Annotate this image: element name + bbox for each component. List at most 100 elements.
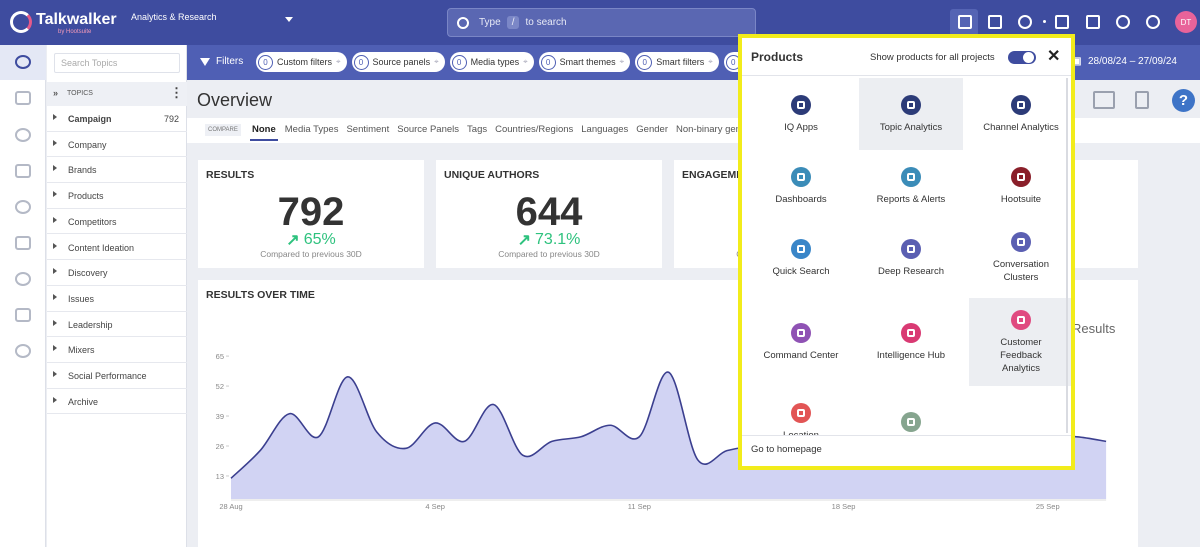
product-tile[interactable]: Dashboards bbox=[749, 150, 853, 222]
product-icon bbox=[901, 412, 921, 432]
expand-caret bbox=[53, 268, 57, 275]
products-title: Products bbox=[751, 50, 804, 64]
date-range[interactable]: 28/08/24 – 27/09/24 bbox=[1088, 56, 1177, 67]
topic-row[interactable]: Campaign 792 bbox=[47, 106, 187, 132]
product-tile[interactable]: Location bbox=[749, 386, 853, 435]
topic-row[interactable]: Discovery bbox=[47, 260, 187, 286]
dropdown-caret[interactable] bbox=[285, 17, 293, 22]
icon-glyph bbox=[797, 328, 805, 337]
product-icon bbox=[1011, 94, 1031, 115]
x-tick-label: 4 Sep bbox=[425, 502, 445, 511]
rail-icon[interactable] bbox=[15, 272, 31, 286]
topic-row[interactable]: Company bbox=[47, 132, 187, 158]
nav-icon[interactable] bbox=[1086, 15, 1100, 29]
rail-icon[interactable] bbox=[15, 344, 31, 358]
x-tick-label: 25 Sep bbox=[1036, 502, 1060, 511]
tab[interactable]: None bbox=[250, 124, 278, 141]
kpi-title: UNIQUE AUTHORS bbox=[444, 169, 540, 181]
search-box[interactable]: Type / to search bbox=[447, 8, 756, 37]
chip-label: Media types bbox=[470, 57, 520, 67]
rail-icon[interactable] bbox=[15, 200, 31, 214]
icon-glyph bbox=[907, 418, 915, 426]
topic-name: Content Ideation bbox=[68, 242, 135, 253]
topics-menu[interactable]: ⋮ bbox=[170, 85, 183, 100]
chip-label: Smart themes bbox=[559, 57, 616, 67]
active-nav[interactable] bbox=[950, 9, 978, 36]
brand-sub: by Hootsuite bbox=[58, 29, 92, 35]
filter-icon bbox=[200, 57, 210, 66]
bookmark-icon[interactable] bbox=[1135, 91, 1149, 109]
tab[interactable]: Non-binary gender bbox=[675, 124, 755, 135]
nav-icon[interactable] bbox=[958, 15, 972, 29]
search-icon bbox=[457, 16, 469, 29]
nav-icon[interactable] bbox=[1018, 15, 1032, 29]
product-tile[interactable]: Conversation Clusters bbox=[969, 222, 1071, 294]
topic-name: Issues bbox=[68, 293, 95, 304]
topic-row[interactable]: Mixers bbox=[47, 337, 187, 363]
product-tile[interactable]: Hootsuite bbox=[969, 150, 1071, 222]
icon-glyph bbox=[797, 100, 805, 109]
filters-button[interactable]: Filters bbox=[200, 56, 243, 67]
icon-glyph bbox=[1017, 238, 1025, 246]
topic-row[interactable]: Leadership bbox=[47, 312, 187, 338]
product-tile[interactable]: Quick Search bbox=[749, 222, 853, 294]
tab[interactable]: Gender bbox=[636, 124, 668, 135]
nav-icon[interactable] bbox=[1055, 15, 1069, 29]
topic-row[interactable]: Social Performance bbox=[47, 363, 187, 389]
logo bbox=[10, 11, 32, 33]
rail-icon[interactable] bbox=[15, 55, 31, 69]
product-tile[interactable]: Channel Analytics bbox=[969, 78, 1071, 150]
add-dashboard-icon[interactable] bbox=[1093, 91, 1115, 109]
topic-search[interactable]: Search Topics bbox=[54, 53, 180, 73]
tab[interactable]: Languages bbox=[581, 124, 629, 135]
tab[interactable]: Tags bbox=[467, 124, 488, 135]
topic-row[interactable]: Products bbox=[47, 183, 187, 209]
topic-row[interactable]: Competitors bbox=[47, 209, 187, 235]
product-tile[interactable] bbox=[859, 386, 963, 435]
nav-icon[interactable] bbox=[1146, 15, 1160, 29]
topic-name: Brands bbox=[68, 165, 97, 176]
rail-icon[interactable] bbox=[15, 164, 31, 178]
filter-chip[interactable]: 0 Smart themes ⌖ bbox=[538, 52, 631, 72]
topic-row[interactable]: Brands bbox=[47, 157, 187, 184]
tab[interactable]: Countries/Regions bbox=[495, 124, 574, 135]
product-tile[interactable]: Customer Feedback Analytics bbox=[969, 298, 1071, 386]
product-tile[interactable]: Command Center bbox=[749, 298, 853, 386]
product-tile[interactable]: Deep Research bbox=[859, 222, 963, 294]
chip-label: Source panels bbox=[372, 57, 431, 67]
tab[interactable]: Source Panels bbox=[397, 124, 460, 135]
homepage-link[interactable]: Go to homepage bbox=[751, 444, 822, 455]
rail-icon[interactable] bbox=[15, 236, 31, 250]
product-tile[interactable]: Topic Analytics bbox=[859, 78, 963, 150]
rail-icon[interactable] bbox=[15, 308, 31, 322]
filter-chip[interactable]: 0 Custom filters ⌖ bbox=[256, 52, 347, 72]
filter-chip[interactable]: 0 Smart filters ⌖ bbox=[635, 52, 719, 72]
avatar[interactable]: DT bbox=[1175, 11, 1197, 33]
expand-caret bbox=[53, 191, 57, 198]
tab[interactable]: Media Types bbox=[284, 124, 339, 135]
up-arrow: ↗ bbox=[517, 232, 532, 249]
product-tile[interactable]: IQ Apps bbox=[749, 78, 853, 150]
product-tile[interactable]: Reports & Alerts bbox=[859, 150, 963, 222]
topic-row[interactable]: Content Ideation bbox=[47, 235, 187, 261]
nav-icon[interactable] bbox=[988, 15, 1002, 29]
y-tick-label: 26 bbox=[216, 442, 224, 451]
rail-icon[interactable] bbox=[15, 91, 31, 105]
filter-chip[interactable]: 0 Source panels ⌖ bbox=[351, 52, 445, 72]
chip-count: 0 bbox=[353, 54, 369, 70]
topic-row[interactable]: Issues bbox=[47, 286, 187, 312]
nav-icon[interactable] bbox=[1116, 15, 1130, 29]
close-button[interactable]: ✕ bbox=[1047, 48, 1061, 65]
topics-header: TOPICS bbox=[67, 90, 93, 97]
help-icon[interactable]: ? bbox=[1172, 89, 1195, 112]
topic-row[interactable]: Archive bbox=[47, 389, 187, 415]
icon-rail bbox=[0, 45, 46, 547]
toggle[interactable] bbox=[1008, 51, 1036, 64]
rail-icon[interactable] bbox=[15, 128, 31, 142]
filter-chip[interactable]: 0 Media types ⌖ bbox=[449, 52, 534, 72]
icon-glyph bbox=[907, 328, 915, 337]
chip-label: Custom filters bbox=[277, 57, 333, 67]
project-name[interactable]: Analytics & Research bbox=[131, 12, 217, 22]
tab[interactable]: Sentiment bbox=[346, 124, 390, 135]
product-tile[interactable]: Intelligence Hub bbox=[859, 298, 963, 386]
